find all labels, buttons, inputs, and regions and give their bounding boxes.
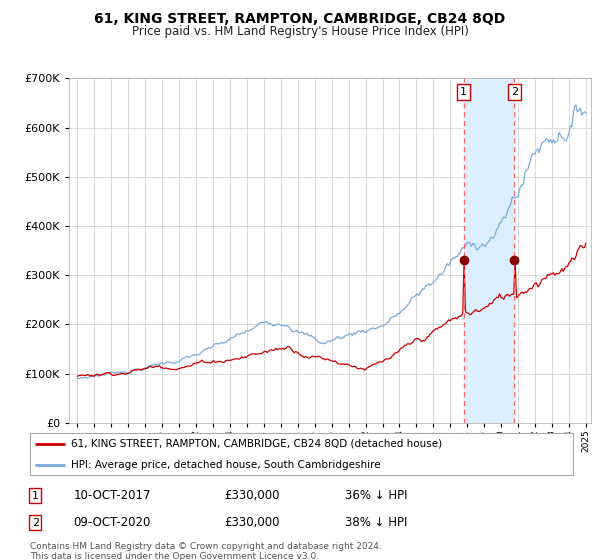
Text: Price paid vs. HM Land Registry's House Price Index (HPI): Price paid vs. HM Land Registry's House … bbox=[131, 25, 469, 38]
Bar bbox=[464, 78, 514, 423]
Text: £330,000: £330,000 bbox=[224, 516, 280, 529]
Text: 38% ↓ HPI: 38% ↓ HPI bbox=[346, 516, 408, 529]
Text: 1: 1 bbox=[460, 87, 467, 97]
Text: 61, KING STREET, RAMPTON, CAMBRIDGE, CB24 8QD: 61, KING STREET, RAMPTON, CAMBRIDGE, CB2… bbox=[94, 12, 506, 26]
Text: 2: 2 bbox=[32, 518, 39, 528]
Text: £330,000: £330,000 bbox=[224, 489, 280, 502]
Text: 10-OCT-2017: 10-OCT-2017 bbox=[74, 489, 151, 502]
Text: 61, KING STREET, RAMPTON, CAMBRIDGE, CB24 8QD (detached house): 61, KING STREET, RAMPTON, CAMBRIDGE, CB2… bbox=[71, 438, 442, 449]
Text: Contains HM Land Registry data © Crown copyright and database right 2024.
This d: Contains HM Land Registry data © Crown c… bbox=[30, 542, 382, 560]
Text: 09-OCT-2020: 09-OCT-2020 bbox=[74, 516, 151, 529]
FancyBboxPatch shape bbox=[30, 433, 573, 475]
Text: HPI: Average price, detached house, South Cambridgeshire: HPI: Average price, detached house, Sout… bbox=[71, 460, 380, 470]
Text: 36% ↓ HPI: 36% ↓ HPI bbox=[346, 489, 408, 502]
Text: 1: 1 bbox=[32, 491, 39, 501]
Text: 2: 2 bbox=[511, 87, 518, 97]
